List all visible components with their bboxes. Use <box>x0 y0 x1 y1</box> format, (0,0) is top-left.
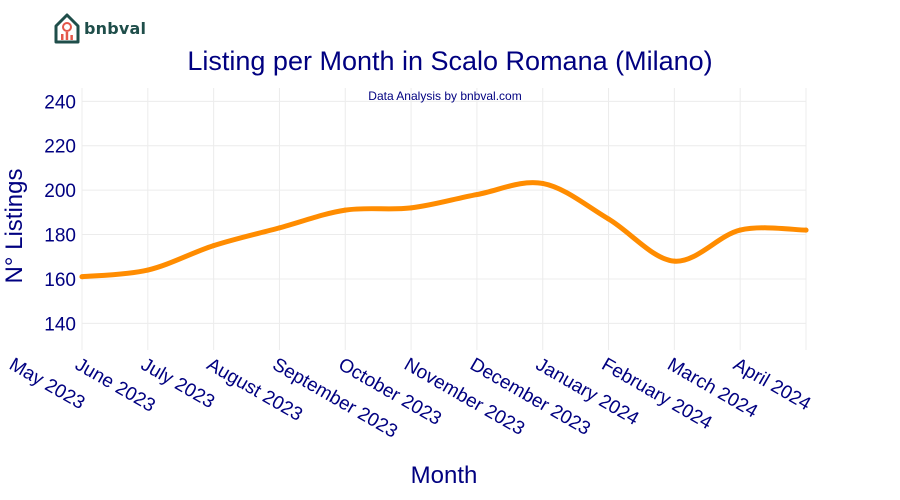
data-point <box>540 180 546 186</box>
data-point <box>803 227 809 233</box>
chart-subtitle: Data Analysis by bnbval.com <box>368 89 521 103</box>
data-point <box>606 216 612 222</box>
data-point <box>671 258 677 264</box>
data-point <box>408 205 414 211</box>
data-point <box>474 192 480 198</box>
y-tick-label: 140 <box>44 314 76 335</box>
y-tick-label: 240 <box>44 92 76 113</box>
chart-title: Listing per Month in Scalo Romana (Milan… <box>187 46 712 76</box>
y-axis-label: N° Listings <box>1 169 28 284</box>
data-point <box>211 243 217 249</box>
data-point <box>737 227 743 233</box>
data-point <box>342 207 348 213</box>
data-point <box>276 225 282 231</box>
brand-name: bnbval <box>84 18 147 38</box>
y-tick-label: 160 <box>44 270 76 291</box>
y-tick-label: 200 <box>44 181 76 202</box>
x-axis-label: Month <box>411 462 478 489</box>
house-logo-icon <box>54 13 80 44</box>
y-tick-label: 180 <box>44 226 76 247</box>
grid <box>81 88 807 350</box>
series-line <box>79 180 809 280</box>
data-point <box>145 267 151 273</box>
data-points <box>79 180 809 280</box>
data-point <box>79 274 85 280</box>
x-tick-label: February 2024 <box>598 354 716 434</box>
y-tick-label: 220 <box>44 137 76 158</box>
brand-logo: bnbval <box>54 12 146 44</box>
y-axis-ticks: 140 160 180 200 220 240 <box>44 92 76 335</box>
